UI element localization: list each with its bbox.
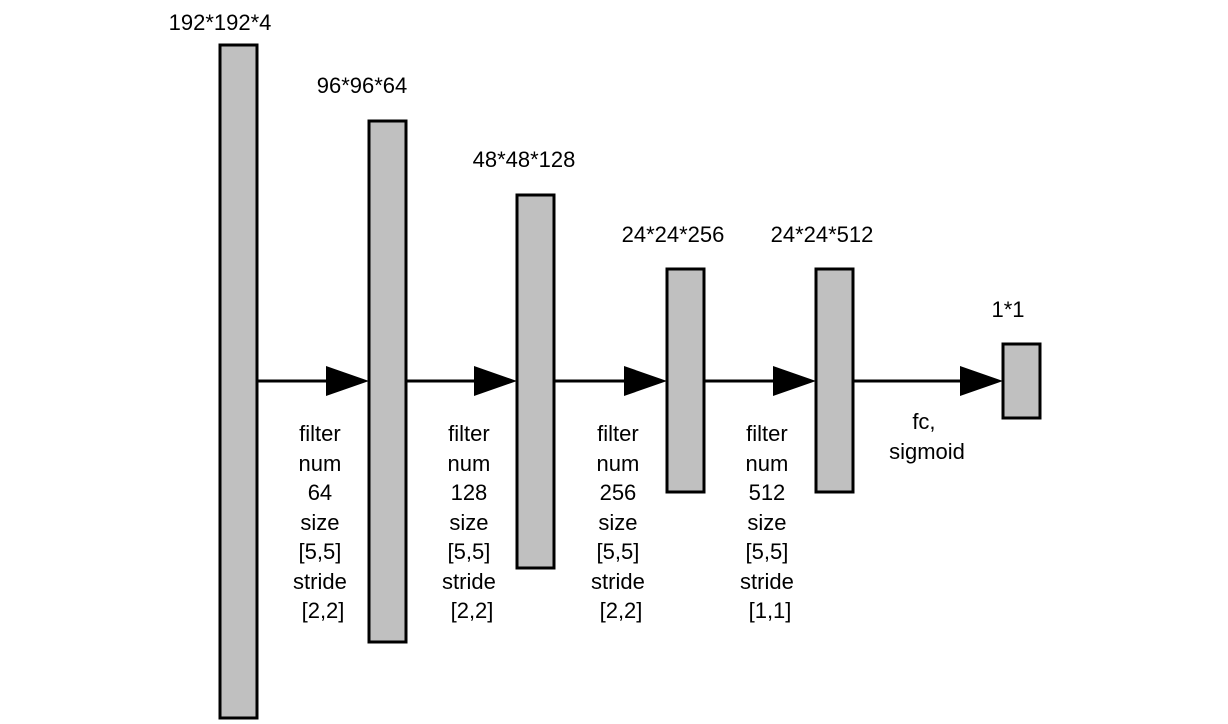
operation-4-line-3: 512	[749, 480, 786, 505]
operation-4-line-6: stride	[740, 569, 794, 594]
operation-label-4: filter num 512 size [5,5] stride [1,1]	[740, 421, 800, 623]
operation-2-line-6: stride	[442, 569, 496, 594]
operation-2-line-2: num	[448, 451, 491, 476]
operation-3-line-5: [5,5]	[597, 539, 640, 564]
arrow-4	[704, 366, 816, 396]
arrow-2	[406, 366, 517, 396]
layer-dims-3: 48*48*128	[473, 147, 576, 172]
operation-3-line-4: size	[598, 510, 637, 535]
operation-4-line-4: size	[747, 510, 786, 535]
operation-5-line-2: sigmoid	[889, 439, 965, 464]
layer-box-1	[218, 43, 259, 720]
operation-5-line-1: fc,	[912, 409, 935, 434]
operation-label-5: fc, sigmoid	[889, 409, 965, 464]
operation-label-3: filter num 256 size [5,5] stride [2,2]	[591, 421, 651, 623]
operation-1-line-2: num	[299, 451, 342, 476]
operation-2-line-5: [5,5]	[448, 539, 491, 564]
layer-dims-4: 24*24*256	[622, 222, 725, 247]
operation-label-2: filter num 128 size [5,5] stride [2,2]	[442, 421, 502, 623]
operation-2-line-1: filter	[448, 421, 490, 446]
operation-1-line-3: 64	[308, 480, 332, 505]
operation-label-1: filter num 64 size [5,5] stride [2,2]	[293, 421, 353, 623]
operation-4-line-5: [5,5]	[746, 539, 789, 564]
operation-3-line-7: [2,2]	[600, 598, 643, 623]
operation-3-line-2: num	[597, 451, 640, 476]
operation-3-line-6: stride	[591, 569, 645, 594]
operation-3-line-3: 256	[600, 480, 637, 505]
layer-dims-5: 24*24*512	[771, 222, 874, 247]
layer-dims-6: 1*1	[991, 297, 1024, 322]
arrow-3	[554, 366, 667, 396]
operation-1-line-5: [5,5]	[299, 539, 342, 564]
operation-4-line-7: [1,1]	[749, 598, 792, 623]
operation-1-line-7: [2,2]	[302, 598, 345, 623]
operation-3-line-1: filter	[597, 421, 639, 446]
operation-2-line-3: 128	[451, 480, 488, 505]
operation-2-line-4: size	[449, 510, 488, 535]
layer-box-3	[515, 193, 556, 570]
operation-1-line-1: filter	[299, 421, 341, 446]
arrow-1	[257, 366, 369, 396]
operation-2-line-7: [2,2]	[451, 598, 494, 623]
layer-dims-2: 96*96*64	[317, 73, 408, 98]
arrow-5	[853, 366, 1003, 396]
layer-box-6	[1001, 342, 1042, 420]
layer-box-4	[665, 267, 706, 494]
layer-dims-1: 192*192*4	[169, 10, 272, 35]
layer-box-5	[814, 267, 855, 494]
operation-1-line-6: stride	[293, 569, 347, 594]
operation-1-line-4: size	[300, 510, 339, 535]
operation-4-line-1: filter	[746, 421, 788, 446]
operation-4-line-2: num	[746, 451, 789, 476]
layer-box-2	[367, 119, 408, 644]
